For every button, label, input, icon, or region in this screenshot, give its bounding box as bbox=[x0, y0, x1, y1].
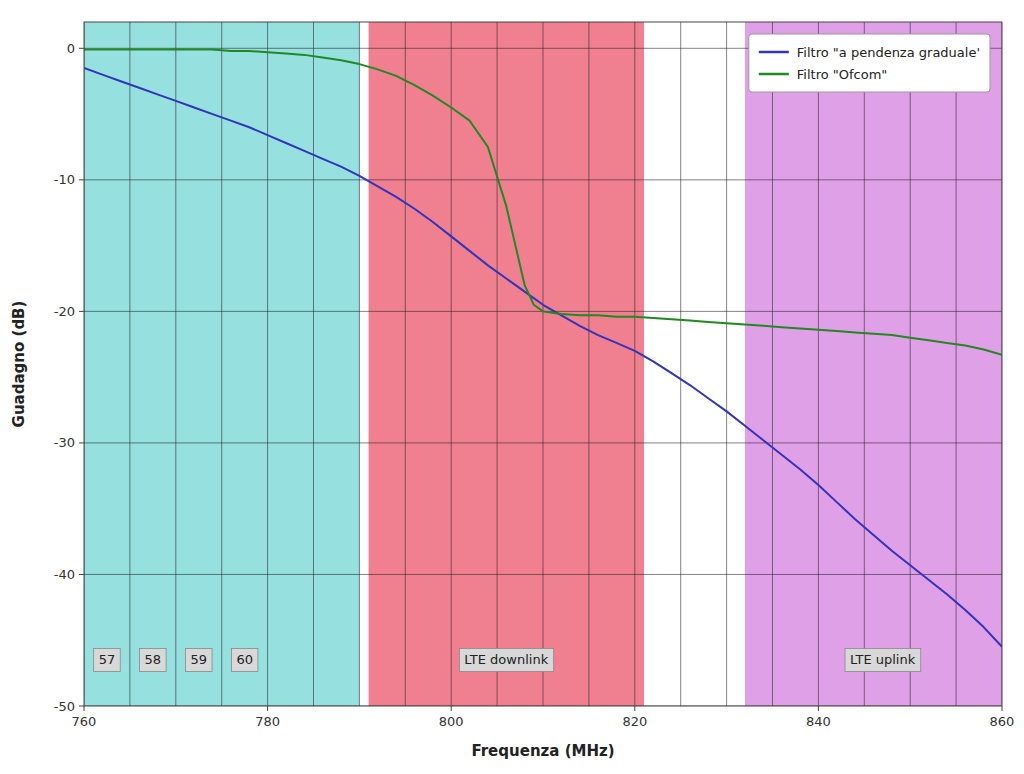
annotation-box bbox=[459, 648, 553, 671]
annotation-box bbox=[845, 648, 921, 671]
grid-line-x bbox=[313, 22, 314, 706]
y-tick bbox=[79, 574, 84, 575]
y-tick-label: 0 bbox=[67, 41, 75, 56]
annotation: 60 bbox=[231, 648, 258, 671]
x-axis-label: Frequenza (MHz) bbox=[471, 742, 614, 760]
y-tick-label: -30 bbox=[54, 435, 75, 450]
annotation-box bbox=[231, 648, 258, 671]
plot-area bbox=[84, 22, 1002, 706]
grid-line-x bbox=[359, 22, 360, 706]
legend-box bbox=[749, 34, 990, 92]
y-tick bbox=[79, 706, 84, 707]
grid-line-y bbox=[84, 179, 1002, 180]
grid-line-x bbox=[772, 22, 773, 706]
x-tick bbox=[84, 706, 85, 711]
annotation-box bbox=[185, 648, 212, 671]
plot-frame bbox=[84, 22, 1002, 706]
grid-line-x bbox=[267, 22, 268, 706]
y-tick bbox=[79, 179, 84, 180]
grid-line-x bbox=[405, 22, 406, 706]
annotations: 57 58 59 60 LTE downlink LTE uplink bbox=[94, 648, 921, 671]
y-tick bbox=[79, 48, 84, 49]
annotation-text: 57 bbox=[99, 652, 116, 667]
grid-line-y bbox=[84, 574, 1002, 575]
grid-line-y bbox=[84, 442, 1002, 443]
series-line bbox=[84, 50, 1002, 355]
annotation: LTE downlink bbox=[459, 648, 553, 671]
grid-line-x bbox=[864, 22, 865, 706]
annotation-text: LTE downlink bbox=[464, 652, 548, 667]
y-tick-label: -40 bbox=[54, 567, 75, 582]
x-tick-label: 860 bbox=[990, 714, 1015, 729]
grid-line-x bbox=[680, 22, 681, 706]
grid-line-x bbox=[129, 22, 130, 706]
axes: 760 780 800 820 840 860 0 -10 -20 -30 -40 -50 bbox=[54, 41, 1015, 729]
chart: 760 780 800 820 840 860 0 -10 -20 -30 -40 -50 Freque… bbox=[0, 0, 1024, 774]
grid-line-x bbox=[451, 22, 452, 706]
annotation-box bbox=[94, 648, 121, 671]
x-tick-label: 840 bbox=[806, 714, 831, 729]
grid-line-x bbox=[634, 22, 635, 706]
grid bbox=[84, 22, 1002, 706]
legend-label: Filtro "a pendenza graduale' bbox=[797, 45, 980, 60]
x-tick-label: 820 bbox=[622, 714, 647, 729]
grid-line-x bbox=[910, 22, 911, 706]
grid-line-x bbox=[726, 22, 727, 706]
series-line bbox=[84, 68, 1002, 647]
annotation-box bbox=[140, 648, 167, 671]
annotation: 57 bbox=[94, 648, 121, 671]
grid-line-x bbox=[818, 22, 819, 706]
x-tick bbox=[818, 706, 819, 711]
legend-swatch bbox=[759, 51, 789, 54]
legend-label: Filtro "Ofcom" bbox=[797, 67, 888, 82]
y-axis-label: Guadagno (dB) bbox=[10, 301, 28, 428]
y-tick bbox=[79, 442, 84, 443]
grid-line-x bbox=[543, 22, 544, 706]
annotation-text: 59 bbox=[190, 652, 207, 667]
x-tick bbox=[634, 706, 635, 711]
annotation: LTE uplink bbox=[845, 648, 921, 671]
grid-line-x bbox=[588, 22, 589, 706]
region bbox=[369, 22, 644, 706]
x-tick-label: 780 bbox=[255, 714, 280, 729]
y-tick bbox=[79, 311, 84, 312]
x-tick-label: 800 bbox=[439, 714, 464, 729]
x-tick bbox=[1002, 706, 1003, 711]
y-tick-label: -10 bbox=[54, 172, 75, 187]
plot-background bbox=[84, 22, 1002, 706]
legend-swatch bbox=[759, 73, 789, 76]
x-tick-label: 760 bbox=[72, 714, 97, 729]
grid-line-x bbox=[175, 22, 176, 706]
annotation: 58 bbox=[140, 648, 167, 671]
x-tick bbox=[451, 706, 452, 711]
x-tick bbox=[267, 706, 268, 711]
legend: Filtro "a pendenza graduale' Filtro "Ofco… bbox=[749, 34, 990, 92]
grid-line-x bbox=[497, 22, 498, 706]
region bbox=[84, 22, 359, 706]
annotation-text: 60 bbox=[236, 652, 253, 667]
grid-line-x bbox=[221, 22, 222, 706]
annotation-text: LTE uplink bbox=[850, 652, 916, 667]
region bbox=[745, 22, 1002, 706]
annotation-text: 58 bbox=[145, 652, 162, 667]
y-tick-label: -20 bbox=[54, 304, 75, 319]
y-tick-label: -50 bbox=[54, 699, 75, 714]
annotation: 59 bbox=[185, 648, 212, 671]
